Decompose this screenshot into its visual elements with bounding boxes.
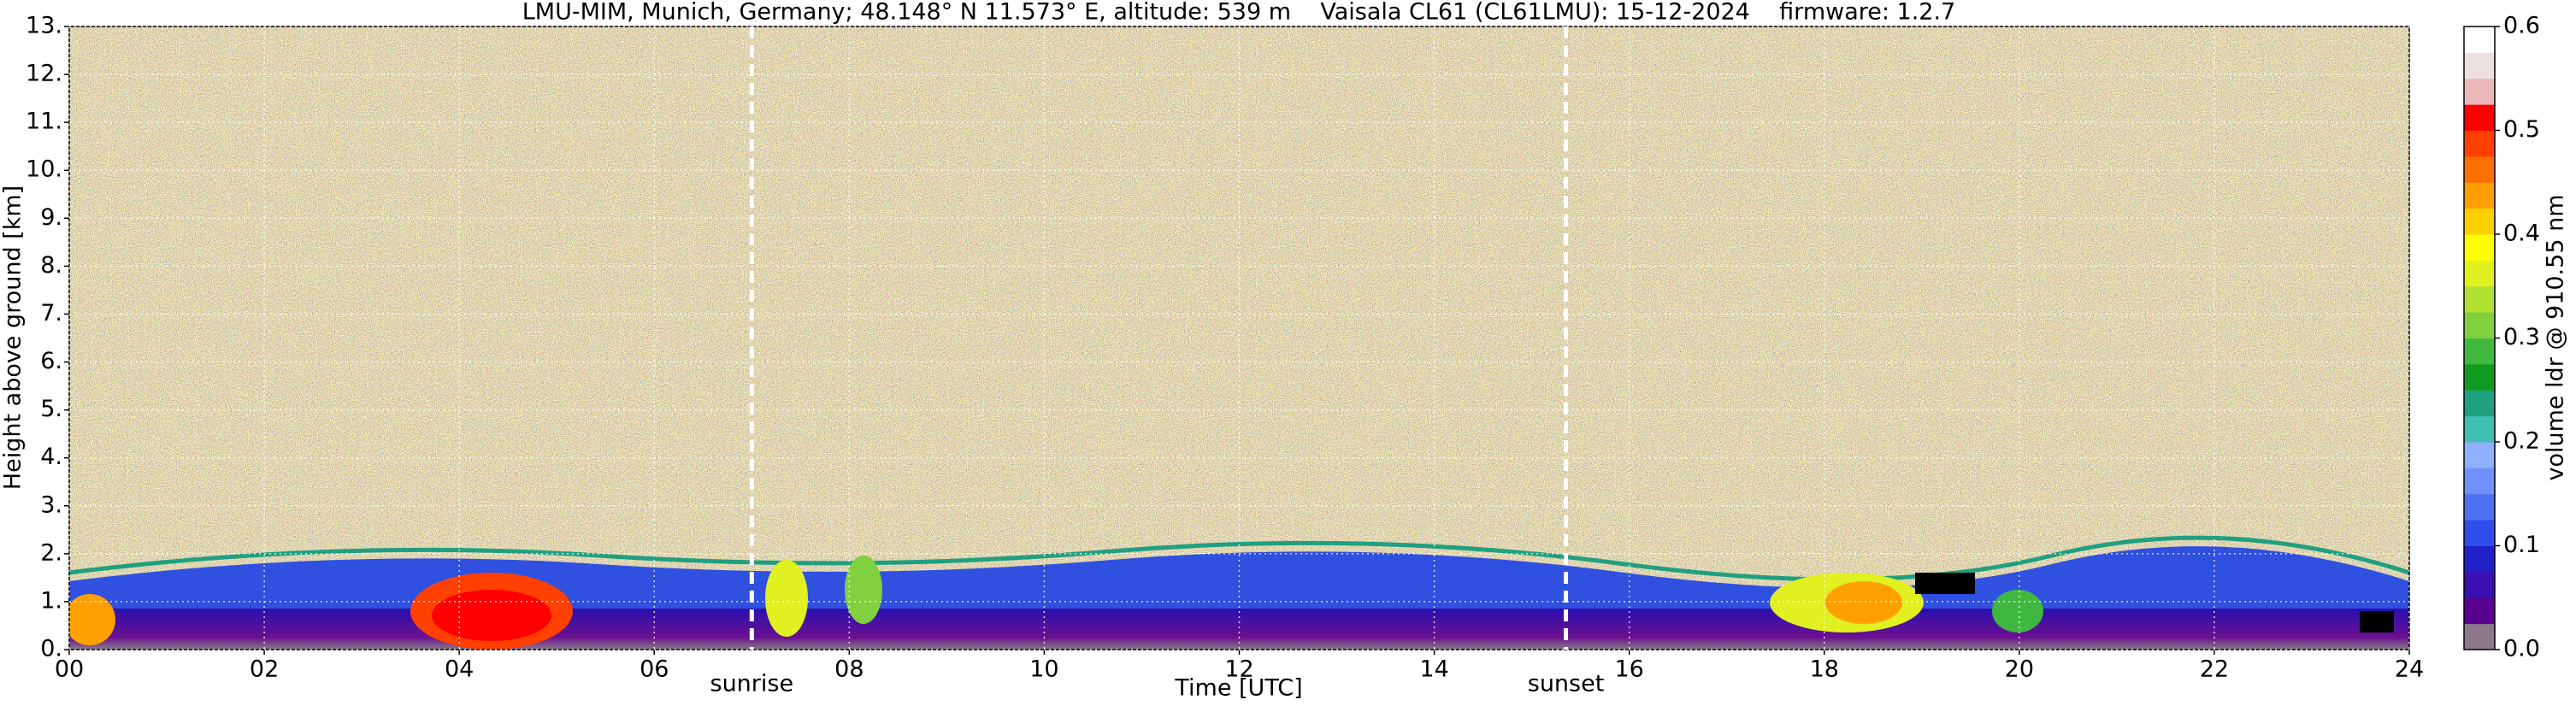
colorbar-level: [2464, 520, 2495, 546]
y-tick-label: 1.: [40, 587, 62, 614]
x-tick-label: 04: [445, 656, 474, 683]
colorbar-tick-label: 0.0: [2503, 636, 2540, 662]
colorbar-tick-label: 0.6: [2503, 13, 2540, 39]
colorbar-level: [2464, 597, 2495, 625]
colorbar-level: [2464, 390, 2495, 417]
colorbar-tick-label: 0.2: [2503, 428, 2540, 455]
y-tick-label: 7.: [40, 300, 62, 327]
colorbar-level: [2464, 26, 2495, 53]
colorbar-level: [2464, 545, 2495, 573]
y-tick-label: 12.: [26, 61, 62, 87]
x-tick-label: 18: [1810, 656, 1839, 683]
image-layer: [69, 26, 2409, 650]
colorbar-level: [2464, 285, 2495, 313]
x-axis-label: Time [UTC]: [1174, 675, 1302, 702]
annotation-label: sunset: [1528, 671, 1605, 697]
colorbar-level: [2464, 468, 2495, 495]
y-tick-label: 3.: [40, 491, 62, 518]
y-tick-label: 13.: [26, 13, 62, 39]
colorbar-level: [2464, 260, 2495, 287]
colorbar-level: [2464, 78, 2495, 105]
y-tick-label: 5.: [40, 396, 62, 422]
colorbar-level: [2464, 234, 2495, 261]
cloud: [1992, 590, 2043, 632]
cloud: [69, 594, 115, 645]
colorbar-level: [2464, 182, 2495, 209]
x-tick-label: 06: [640, 656, 669, 683]
no-signal: [1915, 573, 1975, 594]
y-tick-label: 9.: [40, 204, 62, 231]
y-tick-label: 6.: [40, 348, 62, 374]
no-signal: [2360, 611, 2394, 632]
y-tick-label: 11.: [26, 109, 62, 135]
x-tick-label: 16: [1614, 656, 1643, 683]
x-tick-label: 14: [1419, 656, 1448, 683]
colorbar-level: [2464, 312, 2495, 338]
colorbar-level: [2464, 493, 2495, 521]
colorbar-level: [2464, 415, 2495, 443]
colorbar-level: [2464, 571, 2495, 598]
colorbar-tick-label: 0.4: [2503, 221, 2540, 247]
cloud: [845, 556, 882, 624]
colorbar-tick-label: 0.5: [2503, 116, 2540, 143]
x-tick-label: 20: [2005, 656, 2034, 683]
colorbar-tick-label: 0.1: [2503, 532, 2540, 558]
colorbar-level: [2464, 130, 2495, 157]
colorbar-level: [2464, 442, 2495, 468]
cloud: [1825, 581, 1902, 624]
x-tick-label: 02: [250, 656, 279, 683]
y-tick-label: 10.: [26, 156, 62, 183]
colorbar-level: [2464, 363, 2495, 391]
y-tick-label: 0.: [40, 636, 62, 662]
y-tick-label: 2.: [40, 539, 62, 566]
y-tick-label: 4.: [40, 444, 62, 470]
x-tick-label: 08: [834, 656, 864, 683]
colorbar-level: [2464, 156, 2495, 183]
colorbar-level: [2464, 52, 2495, 79]
colorbar-level: [2464, 208, 2495, 235]
colorbar-level: [2464, 623, 2495, 650]
y-axis-label: Height above ground [km]: [0, 185, 27, 490]
annotation-label: sunrise: [710, 671, 794, 697]
cloud: [432, 590, 551, 641]
chart-title: LMU-MIM, Munich, Germany; 48.148° N 11.5…: [522, 0, 1956, 26]
x-tick-label: 00: [55, 656, 84, 683]
colorbar-tick-label: 0.3: [2503, 324, 2540, 350]
cloud: [765, 560, 808, 637]
x-tick-label: 12: [1224, 656, 1253, 683]
colorbar-label: volume ldr @ 910.55 nm: [2543, 195, 2569, 481]
y-tick-label: 8.: [40, 252, 62, 279]
x-tick-label: 10: [1029, 656, 1058, 683]
colorbar-level: [2464, 338, 2495, 365]
colorbar-level: [2464, 104, 2495, 131]
x-tick-label: 24: [2395, 656, 2424, 683]
x-tick-label: 22: [2200, 656, 2229, 683]
